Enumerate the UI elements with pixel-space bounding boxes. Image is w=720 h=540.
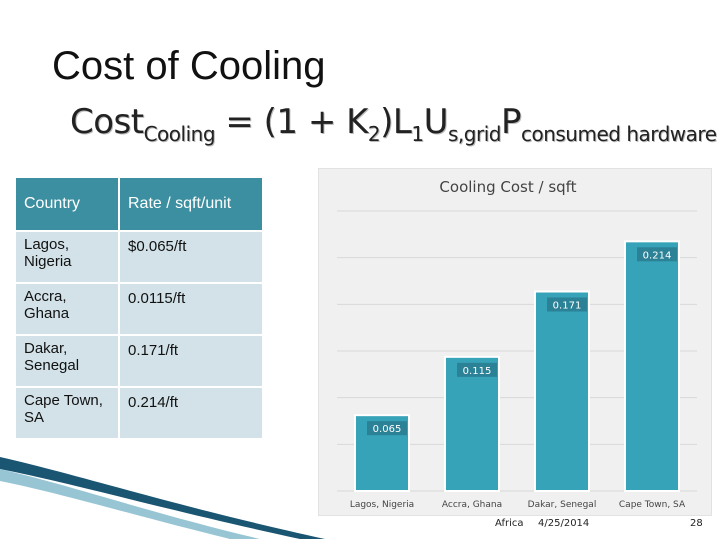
formula-k-sub: 2	[367, 121, 381, 146]
rates-table: Country Rate / sqft/unit Lagos, Nigeria …	[16, 178, 264, 438]
footer-page-number: 28	[690, 518, 703, 529]
cooling-cost-chart: Cooling Cost / sqft 0.065 0.115 0.171 0.214…	[318, 168, 712, 516]
table-row: Accra, Ghana 0.0115/ft	[16, 282, 264, 335]
table-row: Cape Town, SA 0.214/ft	[16, 386, 264, 438]
formula-p: P	[500, 102, 522, 142]
formula-mid: = (1 + K	[215, 102, 368, 142]
chart-bar	[444, 355, 500, 492]
formula-cost: Cost	[70, 102, 144, 142]
chart-data-labels: 0.065 0.115 0.171 0.214	[367, 247, 677, 436]
chart-x-tick-label: Dakar, Senegal	[528, 500, 597, 510]
table-cell-country: Dakar, Senegal	[16, 334, 120, 387]
formula-p-sub: consumed hardware	[520, 121, 717, 146]
chart-data-label: 0.115	[463, 366, 492, 377]
chart-data-label: 0.065	[373, 424, 402, 435]
cooling-cost-formula: CostCooling = (1 + K2)L1Us,gridPconsumed…	[70, 102, 717, 146]
chart-x-tick-label: Cape Town, SA	[619, 500, 686, 510]
formula-u: U	[423, 102, 449, 142]
chart-data-label-box	[457, 362, 497, 377]
table-header-row: Country Rate / sqft/unit	[16, 178, 264, 231]
chart-x-tick-label: Accra, Ghana	[442, 500, 502, 510]
slide-title: Cost of Cooling	[52, 44, 326, 88]
chart-data-label-box	[547, 297, 587, 312]
table-cell-rate: 0.171/ft	[119, 334, 264, 387]
footer-left-text: Africa	[495, 518, 524, 529]
decorative-swoosh	[0, 457, 325, 539]
chart-x-tick-labels: Lagos, Nigeria Accra, Ghana Dakar, Senegal…	[350, 500, 686, 510]
table-cell-rate: 0.214/ft	[119, 386, 264, 438]
table-cell-country: Accra, Ghana	[16, 282, 120, 335]
footer-date: 4/25/2014	[538, 518, 590, 529]
chart-svg: Cooling Cost / sqft 0.065 0.115 0.171 0.214…	[337, 178, 697, 510]
chart-x-tick-label: Lagos, Nigeria	[350, 500, 414, 510]
table-header-rate: Rate / sqft/unit	[119, 178, 264, 231]
chart-bar	[624, 240, 680, 493]
table-cell-rate: $0.065/ft	[119, 230, 264, 283]
chart-data-label: 0.171	[553, 301, 582, 312]
formula-cost-sub: Cooling	[143, 121, 216, 146]
chart-bar	[534, 290, 590, 492]
table-cell-country: Lagos, Nigeria	[16, 230, 120, 283]
formula-l-sub: 1	[411, 121, 424, 146]
chart-data-label: 0.214	[643, 250, 672, 261]
chart-title: Cooling Cost / sqft	[439, 178, 576, 196]
formula-close: )L	[380, 102, 412, 142]
table-cell-rate: 0.0115/ft	[119, 282, 264, 335]
table-cell-country: Cape Town, SA	[16, 386, 120, 438]
chart-bars	[354, 240, 680, 493]
formula-u-sub: s,grid	[448, 121, 501, 146]
table-header-country: Country	[16, 178, 120, 231]
chart-data-label-box	[367, 421, 407, 436]
chart-data-label-box	[637, 247, 677, 262]
table-row: Lagos, Nigeria $0.065/ft	[16, 230, 264, 283]
table-row: Dakar, Senegal 0.171/ft	[16, 334, 264, 387]
